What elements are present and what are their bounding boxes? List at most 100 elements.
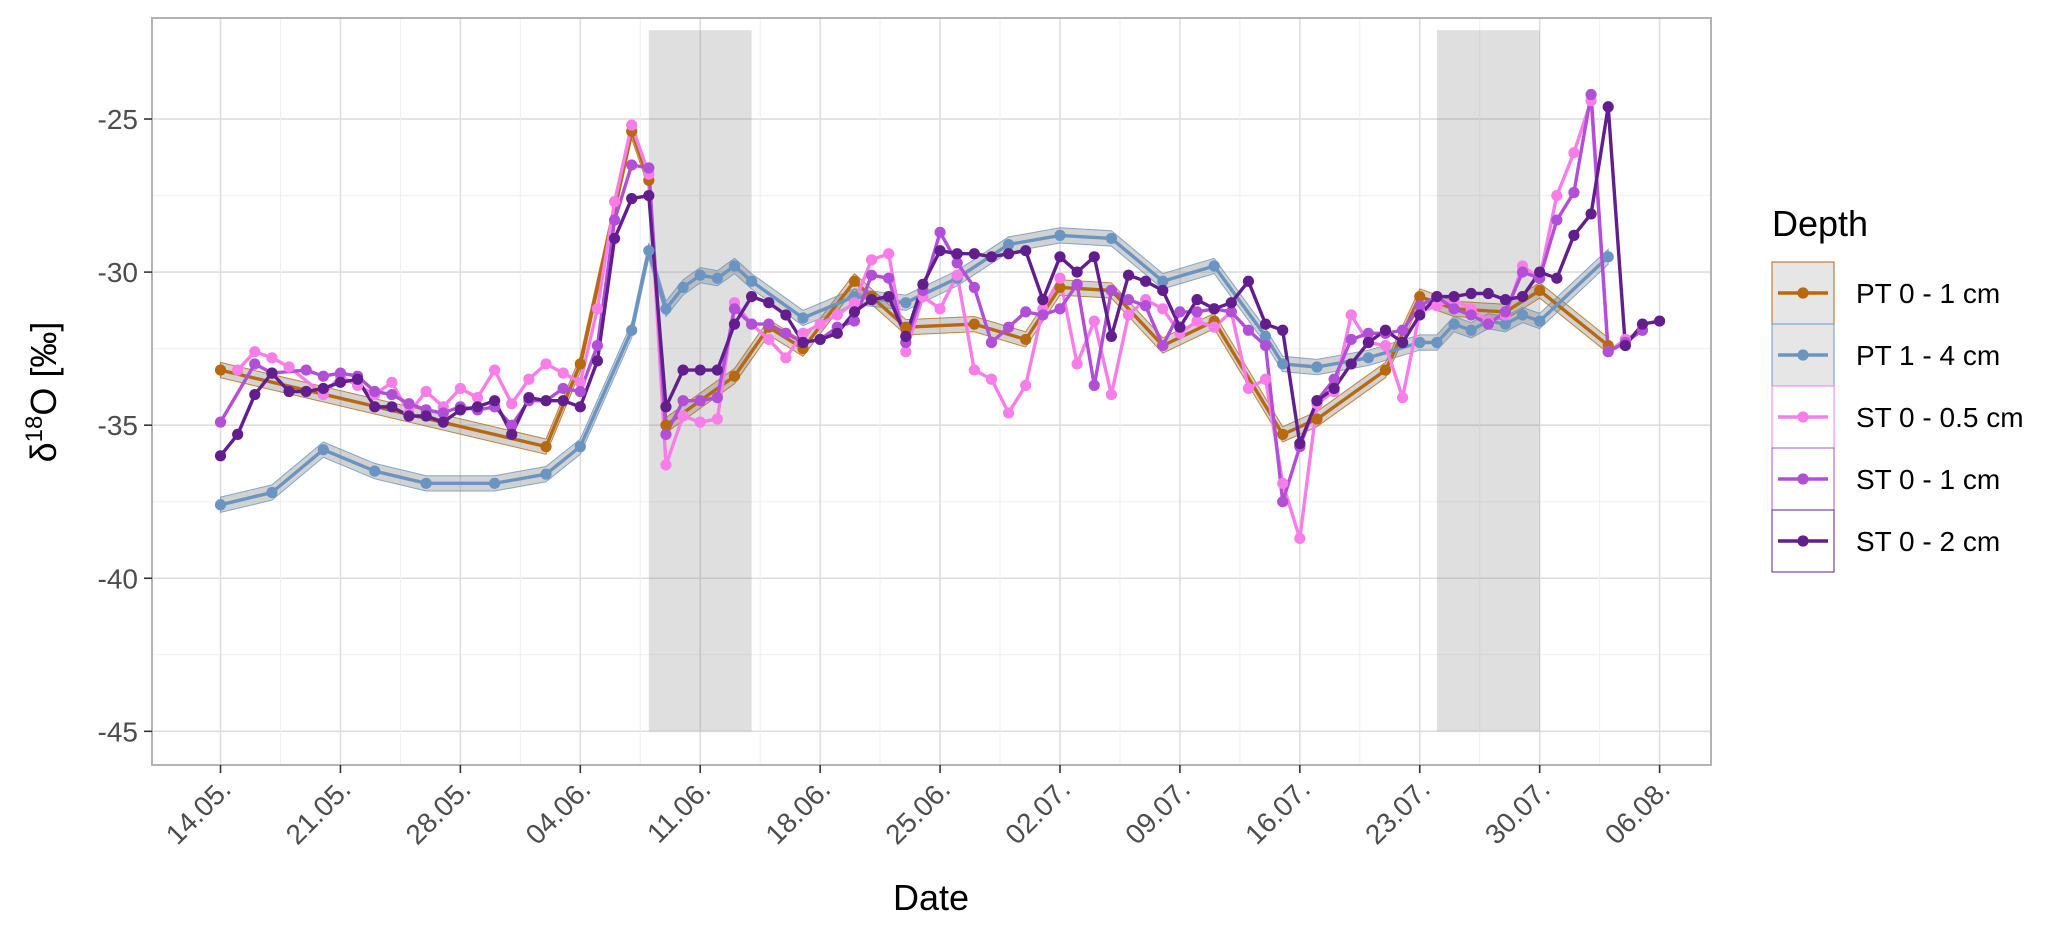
y-tick-label: -35 (98, 410, 138, 441)
data-point (951, 257, 963, 269)
data-point (1465, 287, 1477, 300)
data-point (1414, 336, 1426, 349)
data-point (386, 388, 398, 401)
data-point (591, 339, 604, 352)
data-point (1345, 358, 1357, 370)
legend-key-point (1797, 535, 1809, 547)
data-point (266, 486, 278, 499)
data-point (1020, 333, 1032, 346)
data-point (1534, 266, 1546, 278)
data-point (283, 361, 295, 373)
data-point (883, 272, 895, 284)
data-point (506, 398, 518, 410)
legend-title: Depth (1772, 203, 1868, 244)
data-point (968, 248, 980, 260)
x-tick-label: 25.06. (879, 773, 956, 850)
data-point (1277, 358, 1289, 370)
data-point (934, 245, 946, 257)
data-point (728, 318, 741, 330)
data-point (900, 297, 912, 309)
data-point (1602, 251, 1614, 263)
data-point (1362, 336, 1374, 349)
data-point (1277, 324, 1289, 336)
data-point (300, 364, 312, 376)
data-point (1277, 496, 1289, 508)
series-line (219, 92, 1644, 504)
data-point (1277, 477, 1289, 489)
data-point (403, 398, 415, 410)
data-point (968, 281, 980, 294)
data-point (557, 367, 569, 379)
data-point (1191, 306, 1203, 318)
data-point (711, 392, 723, 404)
data-point (1157, 303, 1169, 315)
data-point (1619, 339, 1631, 352)
data-point (1585, 208, 1597, 220)
shaded-period (1436, 30, 1540, 732)
data-point (1174, 321, 1186, 333)
legend: Depth PT 0 - 1 cm PT 1 - 4 cm ST 0 - 0.5 c… (1771, 203, 2024, 573)
data-point (711, 413, 723, 425)
data-point (951, 269, 963, 281)
y-axis-title: δ18O [‰] (21, 322, 64, 463)
data-point (506, 428, 518, 440)
y-tick-label: -40 (98, 563, 138, 594)
data-point (1431, 300, 1443, 312)
data-point (1277, 428, 1289, 440)
data-point (1225, 306, 1237, 318)
x-tick-label: 16.07. (1239, 773, 1316, 850)
data-point (780, 327, 792, 339)
data-point (608, 214, 621, 226)
data-point (1448, 318, 1460, 330)
data-point (386, 376, 398, 388)
data-point (1105, 388, 1117, 401)
data-point (266, 352, 278, 364)
data-point (1465, 324, 1477, 336)
legend-label: PT 0 - 1 cm (1856, 278, 2000, 309)
legend-item: ST 0 - 2 cm (1771, 509, 2000, 573)
series-line (236, 98, 1644, 541)
data-point (386, 401, 398, 413)
x-axis-ticks: 14.05. 21.05. 28.05. 04.06. 11.06. 18.06. 25.0… (160, 765, 1676, 850)
data-point (540, 358, 552, 370)
data-point (420, 410, 432, 422)
data-point (814, 333, 826, 346)
data-point (968, 318, 980, 330)
data-point (1020, 306, 1032, 318)
data-point (1465, 309, 1477, 321)
data-point (694, 269, 706, 281)
data-point (557, 382, 569, 395)
data-point (694, 416, 706, 428)
data-point (1448, 290, 1460, 303)
y-axis-title-rest: O [‰] (23, 322, 64, 416)
data-point (1054, 251, 1066, 263)
data-point (660, 401, 672, 413)
data-point (831, 327, 843, 339)
data-point (883, 248, 895, 260)
data-point (1516, 266, 1529, 278)
data-point (574, 358, 586, 370)
y-axis-title-superscript: 18 (21, 416, 48, 443)
data-point (643, 245, 655, 257)
data-point (1431, 290, 1443, 303)
data-point (848, 297, 861, 309)
data-point (1311, 395, 1323, 407)
data-point (232, 428, 244, 440)
data-point (1551, 214, 1563, 226)
data-point (1448, 303, 1460, 315)
data-point (369, 401, 381, 413)
data-point (1071, 358, 1083, 370)
data-point (283, 385, 295, 398)
data-point (1345, 309, 1357, 321)
x-tick-label: 02.07. (999, 773, 1076, 850)
data-point (1294, 437, 1306, 450)
legend-key-point (1797, 411, 1809, 423)
data-point (1208, 260, 1220, 272)
data-point (848, 315, 861, 327)
data-point (677, 281, 689, 294)
legend-key-point (1797, 473, 1809, 485)
x-tick-label: 06.08. (1599, 773, 1676, 850)
data-point (1362, 352, 1374, 364)
data-point (746, 318, 758, 330)
legend-label: ST 0 - 2 cm (1856, 526, 2000, 557)
